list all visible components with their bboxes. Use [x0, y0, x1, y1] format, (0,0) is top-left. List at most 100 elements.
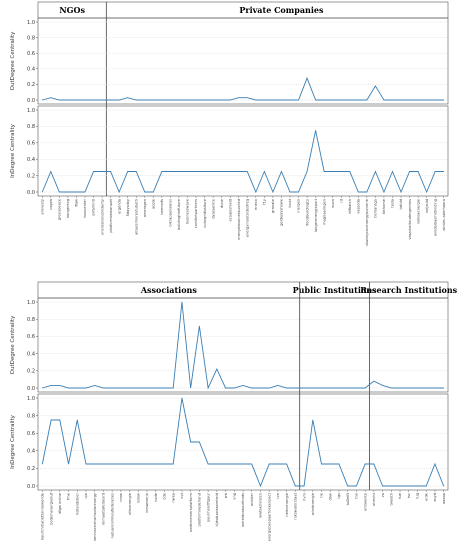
category-label: natuurenmilieufederaties — [110, 493, 114, 539]
category-label: buurtinitiatiefzonnewende — [41, 492, 45, 540]
y-tick-label: 1.0 — [27, 108, 35, 114]
category-label: urgenda — [117, 199, 121, 214]
data-point — [144, 191, 146, 193]
category-label: tbthome — [382, 198, 386, 214]
category-label: nuon — [331, 199, 335, 208]
y-axis-label: InDegree Centrality — [10, 123, 16, 178]
data-point — [129, 387, 130, 389]
data-point — [289, 99, 291, 101]
category-label: cogea — [49, 199, 53, 210]
data-point — [323, 99, 325, 101]
data-point — [373, 463, 375, 465]
data-point — [59, 419, 61, 421]
data-point — [340, 99, 342, 101]
data-point — [417, 171, 419, 172]
data-point — [178, 99, 180, 101]
category-label: ecoaloshield — [228, 199, 232, 221]
section-label: Private Companies — [239, 5, 324, 15]
data-point — [118, 191, 120, 193]
category-label: tesla — [391, 199, 395, 208]
data-point — [118, 99, 120, 101]
data-point — [392, 171, 393, 172]
data-point — [315, 130, 316, 131]
y-tick-label: 0.6 — [27, 141, 35, 147]
data-point — [170, 171, 171, 172]
data-point — [212, 99, 214, 101]
category-label: ifoodbuildingto — [305, 199, 309, 226]
data-point — [146, 463, 148, 465]
data-point — [306, 171, 308, 172]
data-point — [364, 463, 366, 465]
data-point — [347, 485, 349, 487]
data-point — [42, 463, 43, 465]
data-point — [364, 387, 366, 389]
series-line — [41, 130, 444, 194]
data-point — [373, 380, 375, 382]
data-point — [390, 387, 392, 389]
data-point — [120, 387, 122, 389]
data-point — [312, 419, 314, 421]
data-point — [375, 171, 376, 172]
data-point — [152, 191, 154, 193]
data-point — [390, 485, 392, 487]
data-point — [383, 99, 385, 101]
data-point — [190, 441, 192, 443]
data-point — [68, 463, 69, 465]
data-point — [298, 191, 299, 193]
y-axis-label: InDegree Centrality — [10, 414, 16, 469]
category-label: vassoda — [357, 199, 361, 214]
category-label: buildingthefuture — [177, 198, 181, 230]
data-point — [93, 171, 94, 172]
data-point — [392, 99, 393, 101]
category-label: nieuwnerjo — [145, 493, 149, 513]
data-point — [207, 463, 209, 465]
data-point — [238, 171, 240, 172]
y-tick-label: 0.6 — [27, 431, 35, 437]
y-tick-label: 0.0 — [27, 98, 35, 104]
data-point — [155, 387, 157, 389]
category-label: dhw — [328, 493, 332, 501]
data-point — [161, 99, 163, 101]
category-label: nmw — [119, 493, 123, 502]
category-label: puurmooitfiguur — [206, 492, 210, 522]
category-label: ode — [163, 492, 167, 499]
category-label: beeroofs — [160, 199, 164, 215]
y-tick-label: 0.0 — [27, 190, 35, 196]
category-label: hungerevg — [66, 199, 70, 218]
data-point — [111, 463, 113, 465]
panel-frame — [37, 393, 449, 491]
data-point — [221, 171, 222, 172]
data-point — [221, 99, 222, 101]
y-tick-label: 0.2 — [27, 466, 35, 472]
data-point — [67, 191, 69, 193]
data-point — [408, 387, 410, 389]
category-label: utrecht — [372, 492, 376, 506]
data-point — [332, 99, 334, 101]
data-point — [425, 387, 427, 389]
y-tick-label: 0.8 — [27, 124, 35, 130]
y-tick-label: 0.2 — [27, 82, 35, 88]
series-line — [41, 397, 445, 488]
data-point — [41, 99, 43, 101]
data-point — [137, 463, 139, 465]
category-label: comfortpartners — [194, 199, 198, 228]
data-point — [382, 485, 383, 487]
data-point — [399, 485, 401, 487]
data-point — [225, 387, 226, 389]
y-axis-label: OutDegree Centrality — [10, 315, 16, 374]
y-tick-label: 0.0 — [27, 386, 35, 392]
data-point — [84, 99, 86, 101]
data-point — [76, 419, 78, 421]
category-label: inergeo — [297, 199, 301, 213]
y-axis-label: OutDegree Centrality — [10, 31, 16, 90]
series-line — [42, 301, 444, 390]
data-point — [190, 387, 192, 389]
data-point — [178, 171, 180, 172]
data-point — [312, 387, 314, 389]
data-point — [103, 463, 104, 465]
data-point — [443, 99, 445, 101]
panel-frame — [37, 105, 449, 197]
data-point — [242, 463, 244, 465]
data-point — [306, 77, 308, 79]
